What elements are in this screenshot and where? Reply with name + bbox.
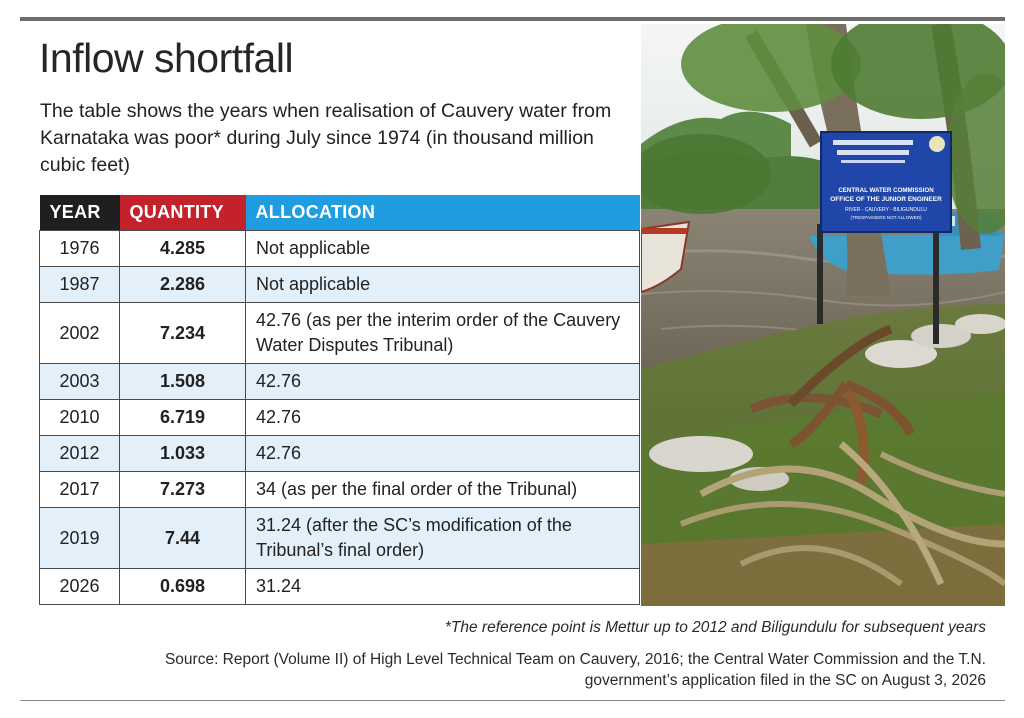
year-cell: 2026 [39, 568, 120, 605]
table-row: 2012 1.033 42.76 [39, 435, 640, 472]
year-cell: 1987 [39, 266, 120, 303]
column-header-quantity: QUANTITY [119, 195, 246, 231]
year-cell: 2003 [39, 363, 120, 400]
page-subtitle: The table shows the years when realisati… [40, 100, 612, 176]
allocation-cell: 42.76 [245, 363, 640, 400]
allocation-cell: Not applicable [245, 230, 640, 267]
quantity-cell: 1.508 [119, 363, 246, 400]
allocation-cell: 42.76 [245, 435, 640, 472]
sign-line-4: (TRESPASSERS NOT ALLOWED) [850, 215, 922, 220]
table-row: 2003 1.508 42.76 [39, 363, 640, 400]
quantity-cell: 7.234 [119, 302, 246, 364]
table-row: 1987 2.286 Not applicable [39, 266, 640, 303]
allocation-cell: 31.24 (after the SC’s modification of th… [245, 507, 640, 569]
column-header-allocation: ALLOCATION [245, 195, 640, 231]
year-cell: 1976 [39, 230, 120, 267]
signboard: CENTRAL WATER COMMISSION OFFICE OF THE J… [817, 131, 952, 344]
footnote: *The reference point is Mettur up to 201… [444, 619, 986, 636]
anchor-and-rope [679, 324, 1005, 587]
bottom-rule [20, 700, 1005, 701]
quantity-cell: 7.44 [119, 507, 246, 569]
column-header-year: YEAR [39, 195, 120, 231]
allocation-cell: 42.76 (as per the interim order of the C… [245, 302, 640, 364]
allocation-cell: 31.24 [245, 568, 640, 605]
year-cell: 2019 [39, 507, 120, 569]
year-cell: 2012 [39, 435, 120, 472]
tree-foliage [641, 24, 1005, 234]
sign-line-3: RIVER - CAUVERY - BILIGUNDULU [845, 207, 927, 213]
table-row: 2002 7.234 42.76 (as per the interim ord… [39, 302, 640, 364]
quantity-cell: 6.719 [119, 399, 246, 436]
table-header-row: YEAR QUANTITY ALLOCATION [39, 195, 640, 231]
year-cell: 2017 [39, 471, 120, 508]
year-cell: 2002 [39, 302, 120, 364]
table-row: 2010 6.719 42.76 [39, 399, 640, 436]
sign-line-2: OFFICE OF THE JUNIOR ENGINEER [830, 196, 942, 203]
allocation-cell: Not applicable [245, 266, 640, 303]
sign-line-1: CENTRAL WATER COMMISSION [838, 187, 934, 194]
quantity-cell: 2.286 [119, 266, 246, 303]
quantity-cell: 4.285 [119, 230, 246, 267]
year-cell: 2010 [39, 399, 120, 436]
quantity-cell: 1.033 [119, 435, 246, 472]
allocation-cell: 34 (as per the final order of the Tribun… [245, 471, 640, 508]
boat-left [641, 220, 691, 294]
table-row: 2026 0.698 31.24 [39, 568, 640, 605]
source-note: Source: Report (Volume II) of High Level… [164, 651, 986, 689]
allocation-cell: 42.76 [245, 399, 640, 436]
river-photo: CENTRAL WATER COMMISSION OFFICE OF THE J… [641, 24, 1005, 606]
quantity-cell: 7.273 [119, 471, 246, 508]
table-row: 1976 4.285 Not applicable [39, 230, 640, 267]
quantity-cell: 0.698 [119, 568, 246, 605]
top-rule [20, 17, 1005, 21]
table-row: 2019 7.44 31.24 (after the SC’s modifica… [39, 507, 640, 569]
table-row: 2017 7.273 34 (as per the final order of… [39, 471, 640, 508]
page-title: Inflow shortfall [39, 35, 294, 81]
inflow-table: YEAR QUANTITY ALLOCATION 1976 4.285 Not … [39, 195, 640, 605]
